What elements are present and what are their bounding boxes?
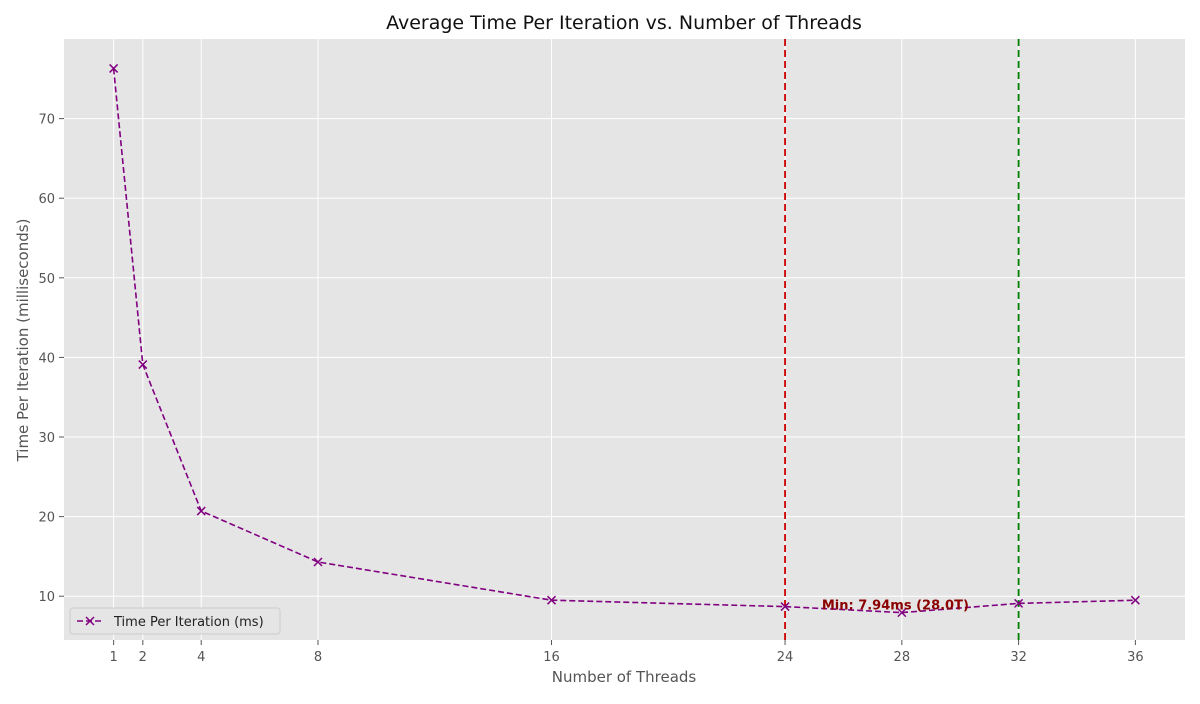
data-point-marker: [138, 360, 148, 370]
y-axis-ticks: 10 20 30 40 50 60 70: [38, 113, 64, 605]
x-axis-ticks: 1 2 4 8 16 24 28 32 36: [109, 640, 1144, 665]
y-tick-label: 10: [38, 590, 55, 605]
data-point-marker: [546, 595, 557, 605]
y-tick-label: 60: [38, 192, 55, 207]
x-tick-label: 2: [139, 650, 147, 665]
x-tick-label: 4: [197, 650, 205, 665]
plot-area: [64, 39, 1185, 640]
y-tick-label: 50: [38, 272, 55, 287]
legend: Time Per Iteration (ms): [69, 607, 281, 635]
data-point-marker: [780, 602, 790, 612]
data-point-marker: [1130, 595, 1140, 605]
data-point-marker: [1014, 598, 1024, 608]
x-tick-label: 32: [1010, 650, 1027, 665]
x-tick-label: 24: [777, 650, 794, 665]
x-tick-label: 36: [1127, 650, 1144, 665]
y-tick-label: 20: [38, 511, 55, 526]
x-tick-label: 16: [543, 650, 560, 665]
y-tick-label: 40: [38, 351, 55, 366]
chart-title: Average Time Per Iteration vs. Number of…: [386, 12, 862, 34]
data-point-marker: [313, 557, 323, 567]
y-tick-label: 70: [38, 113, 55, 128]
min-annotation: Min: 7.94ms (28.0T): [822, 599, 969, 614]
legend-box: [69, 607, 281, 635]
legend-swatch-marker: [85, 616, 95, 626]
data-point-marker: [196, 506, 206, 516]
data-point-marker: [897, 608, 907, 618]
series-group: [109, 63, 1140, 618]
y-axis-label: Time Per Iteration (milliseconds): [14, 219, 32, 463]
y-tick-label: 30: [38, 431, 55, 446]
reference-lines: [784, 39, 1020, 640]
x-axis-label: Number of Threads: [552, 668, 697, 686]
legend-entry-time-per-iteration: Time Per Iteration (ms): [113, 615, 264, 630]
x-tick-label: 8: [314, 650, 322, 665]
x-tick-label: 28: [894, 650, 911, 665]
x-tick-label: 1: [109, 650, 117, 665]
data-point-marker: [109, 63, 119, 73]
